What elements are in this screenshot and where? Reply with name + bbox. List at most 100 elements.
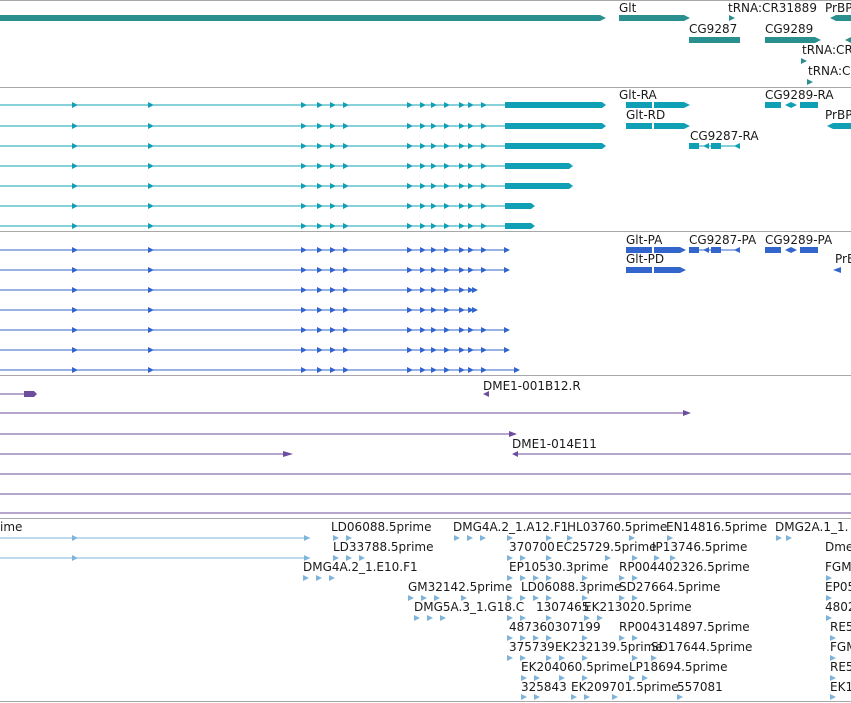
exon[interactable]	[711, 143, 721, 149]
gene-feature-cg9287[interactable]	[689, 37, 740, 43]
exon[interactable]	[734, 143, 740, 149]
cds-marker[interactable]	[301, 367, 307, 373]
exon-marker[interactable]	[148, 102, 154, 108]
exon-marker[interactable]	[343, 223, 349, 229]
cds-marker[interactable]	[317, 267, 323, 273]
est-marker[interactable]	[507, 555, 513, 561]
est-marker[interactable]	[520, 615, 526, 621]
exon-marker[interactable]	[72, 123, 78, 129]
cds-marker[interactable]	[301, 327, 307, 333]
est-marker[interactable]	[72, 535, 78, 541]
cds-marker[interactable]	[420, 267, 426, 273]
cds-marker[interactable]	[468, 307, 474, 313]
cds-marker[interactable]	[444, 307, 450, 313]
est-marker[interactable]	[632, 655, 638, 661]
cds-marker[interactable]	[330, 367, 336, 373]
cds-marker[interactable]	[343, 347, 349, 353]
cds-marker[interactable]	[407, 347, 413, 353]
est-marker[interactable]	[597, 615, 603, 621]
utr-block[interactable]	[505, 143, 606, 149]
exon[interactable]	[689, 143, 699, 149]
est-marker[interactable]	[619, 595, 625, 601]
est-marker[interactable]	[521, 694, 527, 700]
cds-marker[interactable]	[444, 267, 450, 273]
cds-marker[interactable]	[72, 287, 78, 293]
est-marker[interactable]	[786, 535, 792, 541]
cds-marker[interactable]	[459, 247, 465, 253]
exon-marker[interactable]	[444, 183, 450, 189]
est-marker[interactable]	[559, 655, 565, 661]
est-marker[interactable]	[546, 555, 552, 561]
cds-marker[interactable]	[301, 267, 307, 273]
cds-marker[interactable]	[468, 327, 474, 333]
exon-marker[interactable]	[317, 143, 323, 149]
exon-marker[interactable]	[301, 223, 307, 229]
exon-marker[interactable]	[420, 183, 426, 189]
cds-marker[interactable]	[330, 287, 336, 293]
exon[interactable]	[765, 102, 781, 108]
cds-marker[interactable]	[472, 287, 478, 293]
est-marker[interactable]	[304, 535, 310, 541]
est-marker[interactable]	[333, 535, 339, 541]
est-marker[interactable]	[605, 555, 611, 561]
clone-end[interactable]	[683, 410, 691, 416]
cds-marker[interactable]	[481, 327, 487, 333]
cds-marker[interactable]	[468, 247, 474, 253]
gene-feature-glt[interactable]	[619, 15, 690, 21]
est-marker[interactable]	[533, 635, 539, 641]
est-marker[interactable]	[440, 615, 446, 621]
cds-marker[interactable]	[472, 307, 478, 313]
cds-marker[interactable]	[459, 367, 465, 373]
exon-marker[interactable]	[407, 143, 413, 149]
est-marker[interactable]	[520, 635, 526, 641]
est-marker[interactable]	[776, 535, 782, 541]
est-marker[interactable]	[480, 535, 486, 541]
exon[interactable]	[654, 102, 690, 108]
exon-marker[interactable]	[481, 163, 487, 169]
cds-marker[interactable]	[148, 247, 154, 253]
cds[interactable]	[833, 267, 841, 273]
cds-marker[interactable]	[459, 327, 465, 333]
est-marker[interactable]	[582, 675, 588, 681]
cds-marker[interactable]	[468, 367, 474, 373]
est-marker[interactable]	[507, 595, 513, 601]
est-marker[interactable]	[333, 555, 339, 561]
cds-marker[interactable]	[407, 267, 413, 273]
est-marker[interactable]	[507, 635, 513, 641]
exon-marker[interactable]	[420, 223, 426, 229]
exon-marker[interactable]	[468, 183, 474, 189]
exon-marker[interactable]	[444, 223, 450, 229]
cds-marker[interactable]	[431, 267, 437, 273]
est-marker[interactable]	[584, 694, 590, 700]
exon-marker[interactable]	[468, 123, 474, 129]
cds-marker[interactable]	[459, 267, 465, 273]
cds-marker[interactable]	[468, 267, 474, 273]
exon-marker[interactable]	[148, 163, 154, 169]
exon-marker[interactable]	[317, 203, 323, 209]
clone-end[interactable]	[24, 391, 37, 397]
cds[interactable]	[703, 247, 709, 253]
est-marker[interactable]	[534, 675, 540, 681]
cds-marker[interactable]	[444, 287, 450, 293]
exon-marker[interactable]	[481, 143, 487, 149]
exon-marker[interactable]	[431, 223, 437, 229]
est-marker[interactable]	[654, 555, 660, 561]
est-marker[interactable]	[826, 575, 832, 581]
cds-marker[interactable]	[407, 287, 413, 293]
cds-marker[interactable]	[343, 267, 349, 273]
cds[interactable]	[734, 247, 740, 253]
cds-marker[interactable]	[301, 347, 307, 353]
cds-marker[interactable]	[431, 347, 437, 353]
est-marker[interactable]	[316, 575, 322, 581]
cds-marker[interactable]	[504, 247, 510, 253]
exon-marker[interactable]	[468, 223, 474, 229]
exon-marker[interactable]	[343, 123, 349, 129]
exon-marker[interactable]	[301, 123, 307, 129]
cds[interactable]	[711, 247, 721, 253]
cds-marker[interactable]	[514, 367, 520, 373]
utr-block[interactable]	[505, 183, 573, 189]
exon-marker[interactable]	[431, 163, 437, 169]
est-marker[interactable]	[629, 675, 635, 681]
exon-marker[interactable]	[330, 123, 336, 129]
cds-marker[interactable]	[301, 307, 307, 313]
